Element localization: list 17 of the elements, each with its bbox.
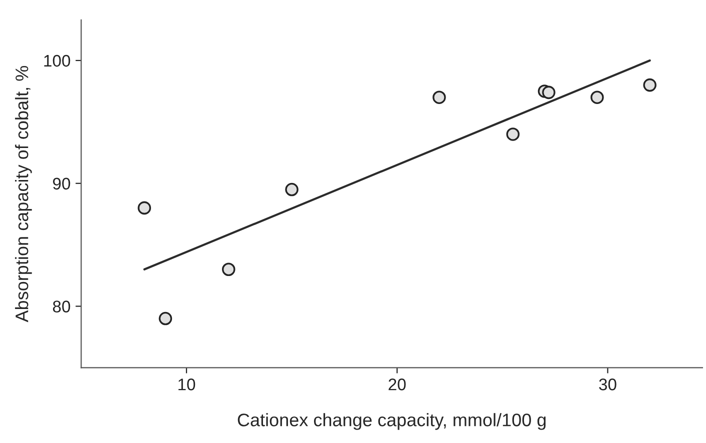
point	[643, 78, 656, 92]
point	[542, 86, 556, 100]
point	[138, 201, 152, 215]
point	[222, 262, 236, 276]
y-tick-label: 90	[53, 178, 70, 190]
y-tick-label: 80	[52, 300, 70, 312]
y-tick-label: 100	[44, 54, 70, 67]
x-tick-label: 20	[388, 378, 406, 390]
point	[590, 90, 604, 104]
x-tick-label: 30	[599, 378, 616, 390]
point	[158, 312, 172, 326]
point	[285, 182, 298, 196]
point	[506, 128, 520, 141]
point	[432, 90, 446, 104]
x-tick-label: 10	[178, 378, 196, 390]
x-axis-title: Cationex change capacity, mmol/100 g	[238, 413, 546, 430]
y-axis-title: Absorption capacity of cobalt, %	[15, 66, 32, 322]
